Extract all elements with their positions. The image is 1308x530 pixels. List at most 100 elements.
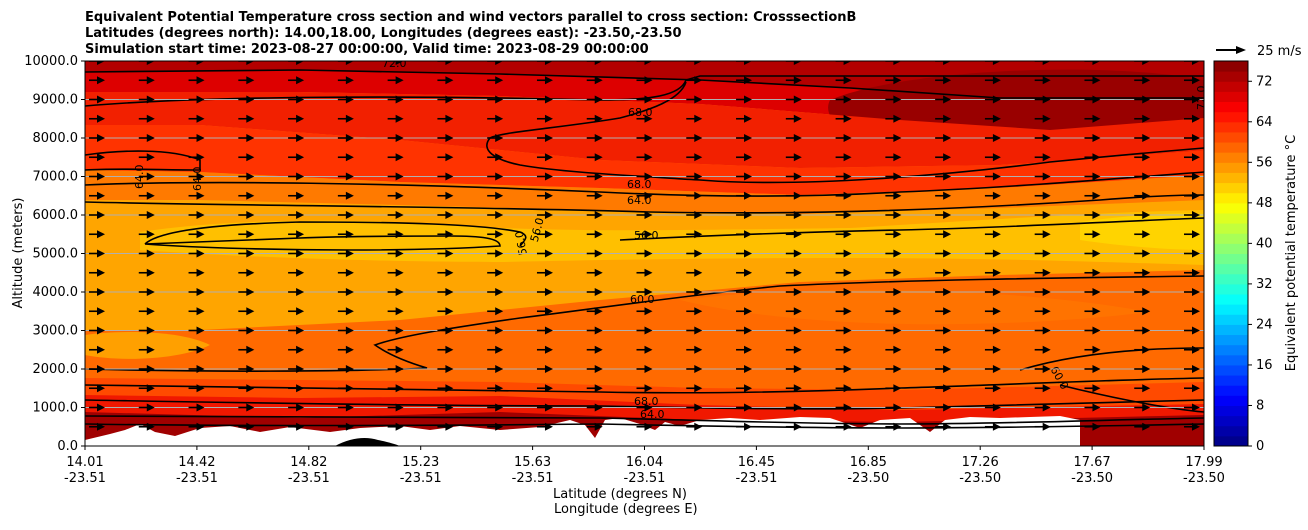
wind-vector-head [1142, 345, 1151, 354]
x-axis: 14.01-23.5114.42-23.5114.82-23.5115.23-2… [64, 446, 1225, 486]
colorbar-tick-label: 40 [1256, 236, 1273, 251]
wind-vector-head [146, 307, 155, 316]
contour-60-lower [1059, 384, 1204, 413]
colorbar-segment [1214, 111, 1248, 123]
chart-title-line-1: Equivalent Potential Temperature cross s… [85, 10, 856, 25]
wind-vector-head [495, 76, 504, 85]
wind-vector-head [395, 384, 404, 393]
wind-vector-head [1092, 422, 1101, 431]
x-tick-label-longitude: -23.50 [959, 471, 1001, 486]
wind-vector-head [1092, 95, 1101, 104]
wind-vector-head [1142, 307, 1151, 316]
wind-vector-head [146, 134, 155, 142]
wind-vector-head [1192, 76, 1200, 85]
wind-vector-head [644, 326, 653, 335]
wind-vector-head [296, 211, 305, 219]
wind-vector-head [246, 211, 255, 219]
wind-vector-head [296, 403, 305, 412]
wind-vector-head [1042, 268, 1051, 277]
wind-vector-head [992, 268, 1001, 277]
wind-vector-head [395, 422, 404, 431]
colorbar-tick-label: 32 [1256, 277, 1273, 292]
wind-vector-head [1042, 365, 1051, 373]
wind-vector-head [544, 384, 553, 393]
wind-vector-head [644, 384, 653, 393]
wind-vector-head [843, 230, 852, 239]
contour-56-right [619, 217, 1204, 241]
wind-vector-head [146, 153, 155, 162]
wind-vector-head [345, 422, 354, 431]
wind-vector-head [644, 134, 653, 142]
wind-vector-head [196, 345, 205, 354]
wind-vector-head [196, 95, 205, 104]
wind-vector-head [445, 326, 454, 335]
wind-vector-head [594, 345, 603, 354]
colorbar-segment [1214, 71, 1248, 82]
wind-vector-head [744, 422, 753, 431]
y-tick-label: 3000.0 [33, 324, 79, 339]
wind-vector-head [345, 249, 354, 258]
plot-area: 64.0 64.0 68.0 68.0 64.0 56.0 56.0 56.0 … [85, 61, 1204, 446]
colorbar-segment [1214, 425, 1248, 437]
wind-vector-head [1192, 61, 1200, 65]
wind-vector-head [445, 288, 454, 296]
contour-62 [85, 194, 1204, 214]
wind-vector-head [943, 326, 952, 335]
wind-vector-head [196, 153, 205, 162]
wind-vector-head [146, 76, 155, 85]
wind-vector-head [395, 403, 404, 412]
wind-vector-head [395, 345, 404, 354]
wind-vector-head [793, 307, 802, 316]
wind-vector-head [1192, 230, 1200, 239]
wind-vector-head [196, 114, 205, 123]
contour-label: 68.0 [634, 395, 659, 408]
wind-vector-head [744, 230, 753, 239]
wind-vector-head [296, 345, 305, 354]
wind-vector-head [1092, 288, 1101, 296]
x-tick-label-latitude: 15.23 [402, 455, 439, 470]
colorbar-label: Equivalent potential temperature °C [1284, 135, 1299, 371]
wind-vector-head [644, 191, 653, 200]
wind-vector-head [943, 211, 952, 219]
wind-vector-head [843, 288, 852, 296]
wind-vector-head [1192, 384, 1200, 393]
wind-vector-head [345, 230, 354, 239]
wind-vector-head [594, 268, 603, 277]
contour-68-upper [85, 75, 1204, 107]
wind-vector-head [694, 230, 703, 239]
wind-vector-head [345, 172, 354, 181]
wind-vector-head [544, 268, 553, 277]
wind-vector-head [594, 403, 603, 412]
wind-vector-head [943, 114, 952, 123]
wind-vector-head [893, 230, 902, 239]
wind-vector-head [793, 230, 802, 239]
wind-vector-head [1142, 268, 1151, 277]
wind-vector-head [395, 211, 404, 219]
wind-vector-head [296, 153, 305, 162]
wind-vector-head [644, 153, 653, 162]
wind-vector-head [694, 384, 703, 393]
wind-vector-head [992, 61, 1001, 65]
wind-vector-head [495, 230, 504, 239]
wind-vector-head [992, 345, 1001, 354]
wind-vector-head [246, 61, 255, 65]
wind-vector-head [644, 230, 653, 239]
colorbar-segment [1214, 395, 1248, 406]
colorbar-segment [1214, 344, 1248, 356]
wind-vector-head [1192, 95, 1200, 104]
wind-vector-head [445, 384, 454, 393]
wind-vector-head [843, 403, 852, 412]
wind-vector-head [793, 61, 802, 65]
wind-vector-head [395, 249, 404, 258]
wind-vector-head [744, 153, 753, 162]
band-68 [85, 92, 1204, 168]
wind-vector-head [893, 288, 902, 296]
wind-vector-head [893, 307, 902, 316]
wind-vector-head [296, 307, 305, 316]
wind-vector-head [594, 95, 603, 104]
x-tick-label-latitude: 14.01 [66, 455, 103, 470]
wind-vector-head [1042, 249, 1051, 258]
wind-vector-head [495, 249, 504, 258]
wind-vector-head [943, 134, 952, 142]
wind-vector-head [893, 403, 902, 412]
